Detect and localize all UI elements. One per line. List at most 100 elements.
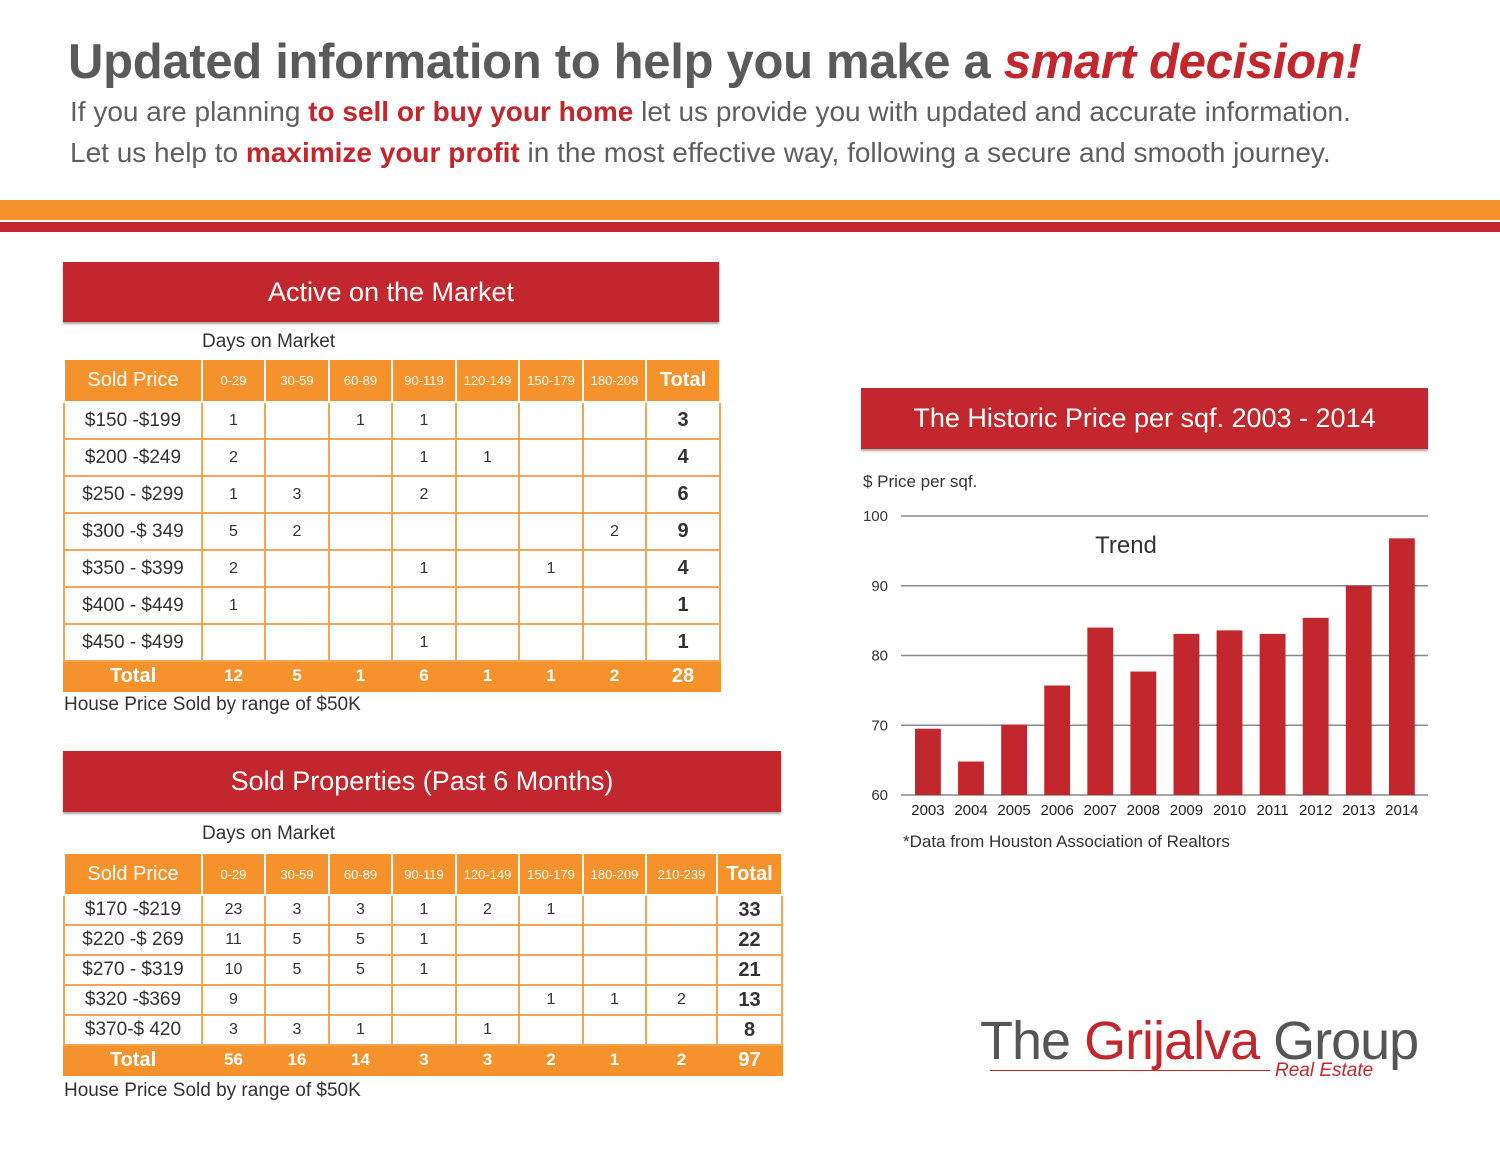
x-tick-label: 2009 [1170,802,1203,819]
logo-space [1259,1011,1273,1071]
sold-title: Sold Properties (Past 6 Months) [63,751,781,812]
price-range-cell: $250 - $299 [63,475,203,514]
count-cell: 1 [518,660,584,692]
total-cell: 4 [645,438,721,477]
count-cell: 3 [455,1044,520,1076]
count-cell [645,954,718,986]
active-title: Active on the Market [63,262,719,322]
count-cell [455,984,520,1016]
count-cell: 1 [391,894,457,926]
count-cell [582,623,647,662]
count-cell: 1 [391,401,457,440]
count-cell [582,401,647,440]
bar [1302,617,1329,795]
count-cell [264,586,330,625]
count-cell: 2 [518,1044,584,1076]
count-cell [582,954,647,986]
y-tick-label: 70 [871,717,888,734]
count-cell [645,894,718,926]
price-range-cell: Total [63,660,203,692]
intro-line-1-highlight: to sell or buy your home [308,96,634,127]
count-cell: 1 [455,438,520,477]
count-cell: 2 [264,512,330,551]
price-range-cell: $370-$ 420 [63,1014,203,1046]
count-cell: 2 [455,894,520,926]
count-cell [645,1014,718,1046]
y-tick-label: 90 [871,578,888,595]
red-divider [0,222,1500,232]
x-tick-label: 2008 [1127,802,1160,819]
table-row: $270 - $319 10 5 5 1 21 [63,954,783,986]
price-range-cell: $170 -$219 [63,894,203,926]
count-cell: 5 [328,924,393,956]
count-cell: 2 [582,660,647,692]
x-tick-label: 2006 [1040,802,1073,819]
count-cell: 1 [391,954,457,986]
headline-accent: smart decision! [1003,35,1362,89]
count-cell [328,549,393,588]
count-cell [582,475,647,514]
count-cell: 2 [582,512,647,551]
count-cell [518,438,584,477]
count-cell [391,1014,457,1046]
count-cell [264,438,330,477]
y-tick-label: 80 [871,648,888,665]
count-cell [328,586,393,625]
count-cell: 180-209 [582,852,647,896]
bar [958,761,984,795]
count-cell: 1 [455,660,520,692]
header-row: Sold Price 0-29 30-59 60-89 90-119 120-149 150… [63,358,721,403]
count-cell: 2 [201,549,266,588]
count-cell [582,438,647,477]
price-range-cell: $450 - $499 [63,623,203,662]
count-cell [391,512,457,551]
total-cell: 13 [716,984,783,1016]
trend-annotation: Trend [1095,532,1157,559]
count-cell: 5 [328,954,393,986]
bar [1044,685,1071,795]
total-cell: 97 [716,1044,783,1076]
logo-the: The [980,1011,1085,1071]
x-tick-label: 2014 [1385,802,1418,819]
company-logo: The Grijalva Group [980,1010,1419,1072]
count-cell: 23 [201,894,266,926]
total-cell: 21 [716,954,783,986]
count-cell [582,1014,647,1046]
price-range-cell: $200 -$249 [63,438,203,477]
y-tick-label: 60 [871,787,888,804]
count-cell: 120-149 [455,358,520,403]
count-cell [455,401,520,440]
x-tick-label: 2010 [1213,802,1246,819]
chart-title: The Historic Price per sqf. 2003 - 2014 [861,388,1428,449]
price-range-cell: Sold Price [63,358,203,403]
count-cell [328,512,393,551]
count-cell: 3 [201,1014,266,1046]
count-cell [391,586,457,625]
x-tick-label: 2003 [911,802,944,819]
count-cell [328,438,393,477]
price-range-cell: $270 - $319 [63,954,203,986]
bar [1173,633,1200,795]
count-cell [518,512,584,551]
sold-note: House Price Sold by range of $50K [64,1080,361,1101]
table-row: $200 -$249 2 1 1 4 [63,438,721,477]
count-cell: 5 [201,512,266,551]
intro-line-1-text: If you are planning [70,96,309,127]
bar [1087,627,1114,795]
logo-group: Group [1273,1011,1419,1071]
active-note: House Price Sold by range of $50K [64,694,361,715]
count-cell [328,984,393,1016]
count-cell: 5 [264,660,330,692]
count-cell [518,1014,584,1046]
count-cell: 1 [391,549,457,588]
price-range-cell: $220 -$ 269 [63,924,203,956]
table-row: $400 - $449 1 1 [63,586,721,625]
count-cell: 1 [582,1044,647,1076]
table-row: $300 -$ 349 5 2 2 9 [63,512,721,551]
intro-line-2-highlight: maximize your profit [245,137,520,168]
x-tick-label: 2007 [1084,802,1117,819]
price-range-cell: $350 - $399 [63,549,203,588]
count-cell [455,512,520,551]
count-cell: 3 [328,894,393,926]
intro-line-1-end: let us provide you with updated and accu… [633,96,1351,127]
